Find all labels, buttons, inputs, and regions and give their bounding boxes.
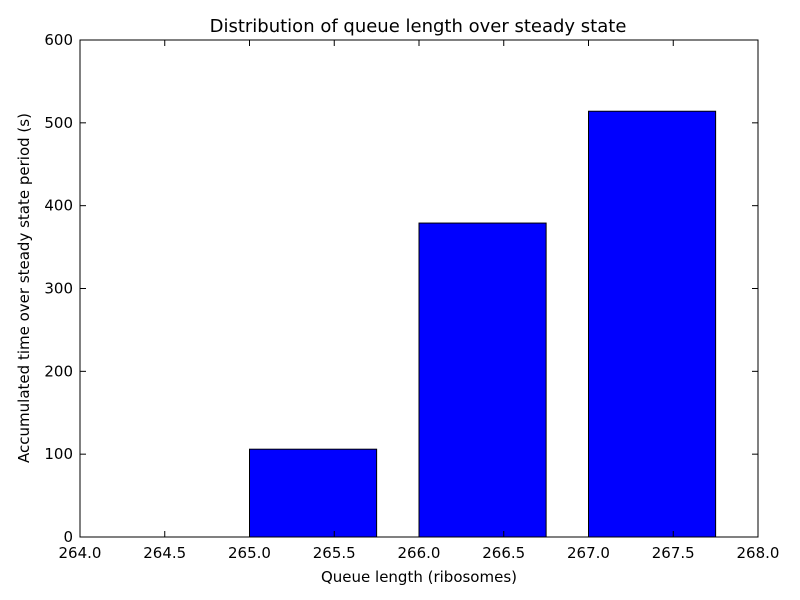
x-tick-label-7: 267.5: [652, 544, 695, 562]
x-tick-label-2: 265.0: [228, 544, 271, 562]
ticks-layer: 264.0 264.5 265.0 265.5 266.0 266.5 267.0 267.5…: [44, 31, 779, 562]
x-tick-label-8: 268.0: [737, 544, 780, 562]
x-tick-label-1: 264.5: [143, 544, 186, 562]
x-tick-label-3: 265.5: [313, 544, 356, 562]
y-tick-label-0: 0: [63, 528, 73, 546]
bar-2: [418, 222, 547, 538]
y-tick-label-4: 400: [44, 197, 73, 215]
x-tick-label-0: 264.0: [59, 544, 102, 562]
x-tick-label-4: 266.0: [398, 544, 441, 562]
y-tick-label-1: 100: [44, 445, 73, 463]
x-tick-label-5: 266.5: [482, 544, 525, 562]
plot-frame: [79, 39, 759, 538]
y-tick-label-3: 300: [44, 280, 73, 298]
bars-layer: [249, 110, 717, 538]
x-tick-label-6: 267.0: [567, 544, 610, 562]
y-tick-label-5: 500: [44, 114, 73, 132]
x-axis-label: Queue length (ribosomes): [321, 568, 517, 586]
bar-1: [249, 448, 378, 538]
y-tick-label-2: 200: [44, 362, 73, 380]
y-tick-label-6: 600: [44, 31, 73, 49]
y-axis-label: Accumulated time over steady state perio…: [15, 113, 33, 463]
chart-title: Distribution of queue length over steady…: [210, 16, 627, 37]
bar-3: [588, 110, 717, 538]
